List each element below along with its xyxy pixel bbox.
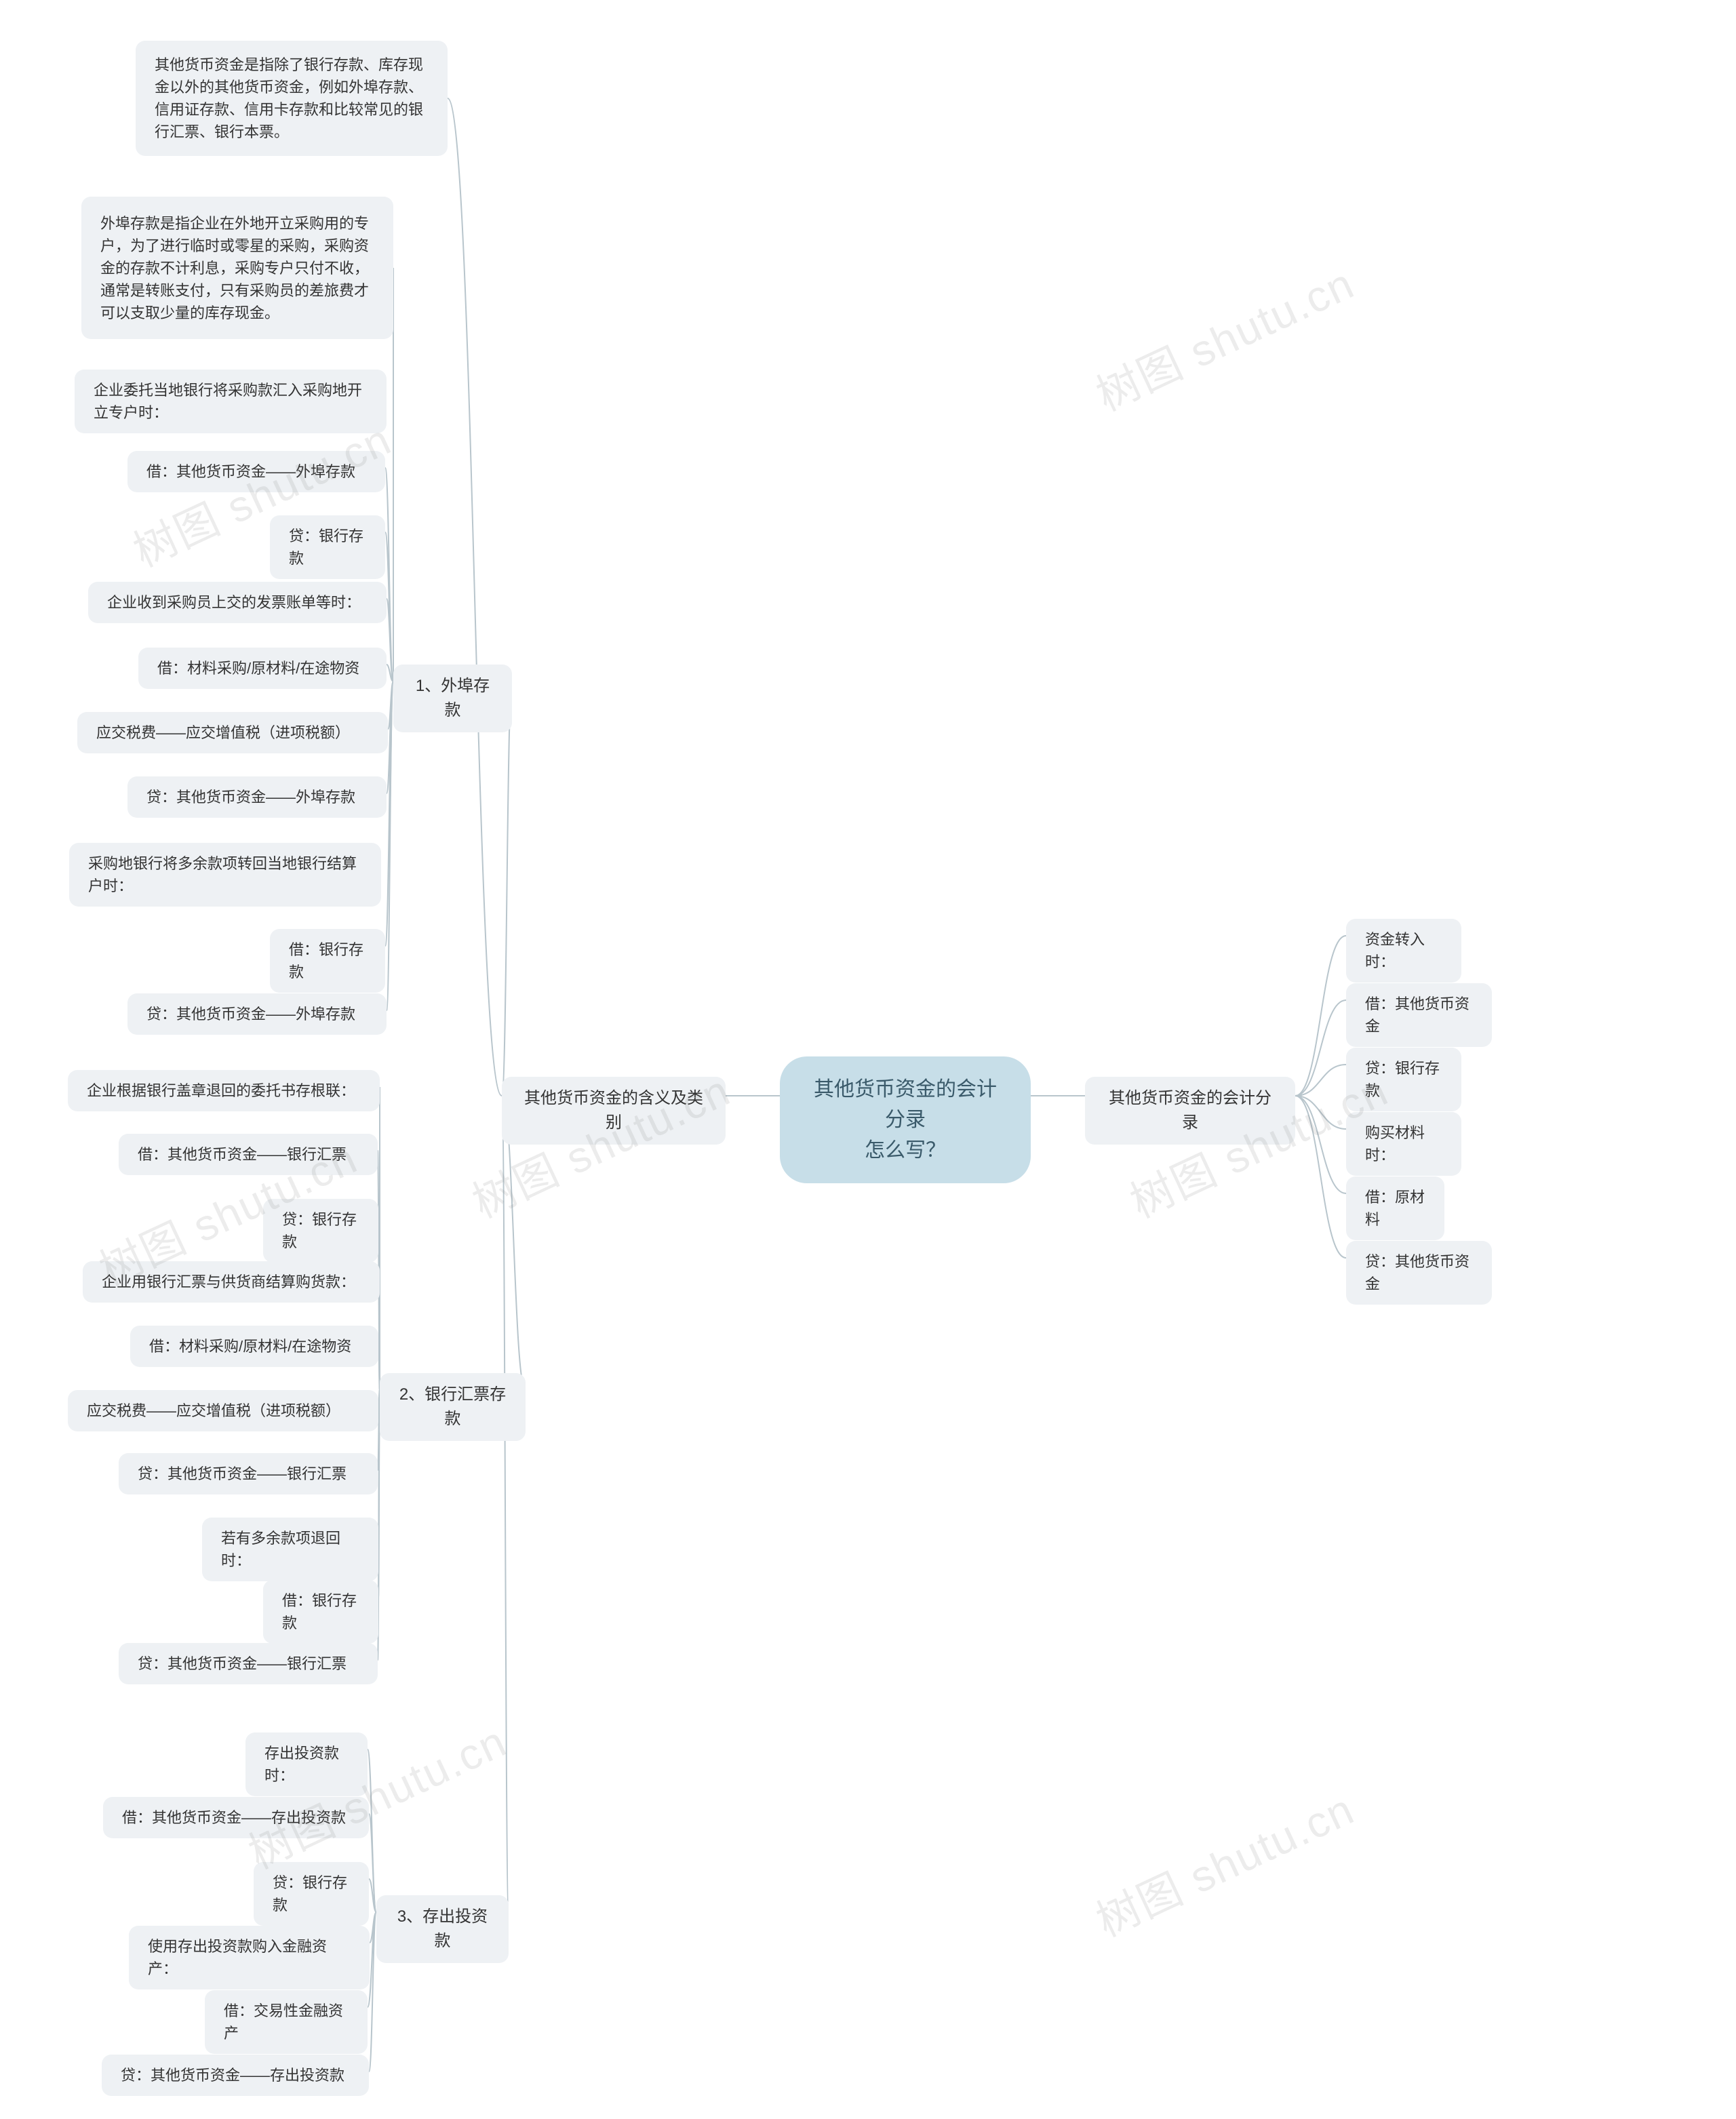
left-item-2-leaf-4: 借：交易性金融资产 xyxy=(205,1990,368,2054)
left-item-0-leaf-6: 应交税费——应交增值税（进项税额） xyxy=(77,712,388,753)
right-branch-label: 其他货币资金的会计分录 xyxy=(1085,1077,1295,1145)
left-item-2-label: 3、存出投资款 xyxy=(376,1895,509,1963)
right-leaf-0: 资金转入时： xyxy=(1346,919,1461,983)
left-item-1-leaf-3: 企业用银行汇票与供货商结算购货款： xyxy=(83,1261,380,1303)
left-item-0-leaf-10: 贷：其他货币资金——外埠存款 xyxy=(127,993,387,1035)
left-item-0-leaf-2: 借：其他货币资金——外埠存款 xyxy=(127,451,385,492)
left-item-2-leaf-5: 贷：其他货币资金——存出投资款 xyxy=(102,2055,369,2096)
left-item-1-leaf-1: 借：其他货币资金——银行汇票 xyxy=(119,1134,378,1175)
left-item-2-leaf-0: 存出投资款时： xyxy=(245,1732,368,1796)
left-item-1-label: 2、银行汇票存款 xyxy=(380,1373,526,1441)
right-leaf-4: 借：原材料 xyxy=(1346,1176,1444,1240)
left-item-1-leaf-2: 贷：银行存款 xyxy=(263,1199,378,1263)
left-item-0-label: 1、外埠存款 xyxy=(393,665,512,732)
left-branch-label: 其他货币资金的含义及类别 xyxy=(502,1077,726,1145)
left-item-1-leaf-8: 借：银行存款 xyxy=(263,1580,378,1644)
left-item-2-leaf-1: 借：其他货币资金——存出投资款 xyxy=(103,1797,369,1838)
left-item-1-leaf-9: 贷：其他货币资金——银行汇票 xyxy=(119,1643,378,1684)
left-item-1-leaf-5: 应交税费——应交增值税（进项税额） xyxy=(68,1390,378,1431)
left-item-2-leaf-2: 贷：银行存款 xyxy=(254,1862,369,1926)
right-leaf-5: 贷：其他货币资金 xyxy=(1346,1241,1492,1305)
left-item-0-leaf-1: 企业委托当地银行将采购款汇入采购地开立专户时： xyxy=(75,370,387,433)
left-item-0-leaf-5: 借：材料采购/原材料/在途物资 xyxy=(138,648,387,689)
left-item-1-leaf-0: 企业根据银行盖章退回的委托书存根联： xyxy=(68,1070,380,1111)
watermark: 树图 shutu.cn xyxy=(1085,250,1363,424)
right-leaf-3: 购买材料时： xyxy=(1346,1112,1461,1176)
watermark: 树图 shutu.cn xyxy=(1085,1775,1363,1949)
left-item-0-leaf-8: 采购地银行将多余款项转回当地银行结算户时： xyxy=(69,843,381,907)
left-item-0-leaf-3: 贷：银行存款 xyxy=(270,515,385,579)
left-item-1-leaf-6: 贷：其他货币资金——银行汇票 xyxy=(119,1453,378,1494)
left-item-0-leaf-7: 贷：其他货币资金——外埠存款 xyxy=(127,776,387,818)
right-leaf-2: 贷：银行存款 xyxy=(1346,1048,1461,1111)
right-leaf-1: 借：其他货币资金 xyxy=(1346,983,1492,1047)
left-item-2-leaf-3: 使用存出投资款购入金融资产： xyxy=(129,1926,370,1989)
left-item-0-leaf-9: 借：银行存款 xyxy=(270,929,385,993)
left-item-1-leaf-4: 借：材料采购/原材料/在途物资 xyxy=(130,1326,378,1367)
mindmap-root: 其他货币资金的会计分录 怎么写？ xyxy=(780,1056,1031,1183)
left-intro: 其他货币资金是指除了银行存款、库存现金以外的其他货币资金，例如外埠存款、信用证存… xyxy=(136,41,448,156)
left-item-0-leaf-4: 企业收到采购员上交的发票账单等时： xyxy=(88,582,387,623)
left-item-1-leaf-7: 若有多余款项退回时： xyxy=(202,1518,378,1581)
left-item-0-leaf-0: 外埠存款是指企业在外地开立采购用的专户，为了进行临时或零星的采购，采购资金的存款… xyxy=(81,197,393,339)
